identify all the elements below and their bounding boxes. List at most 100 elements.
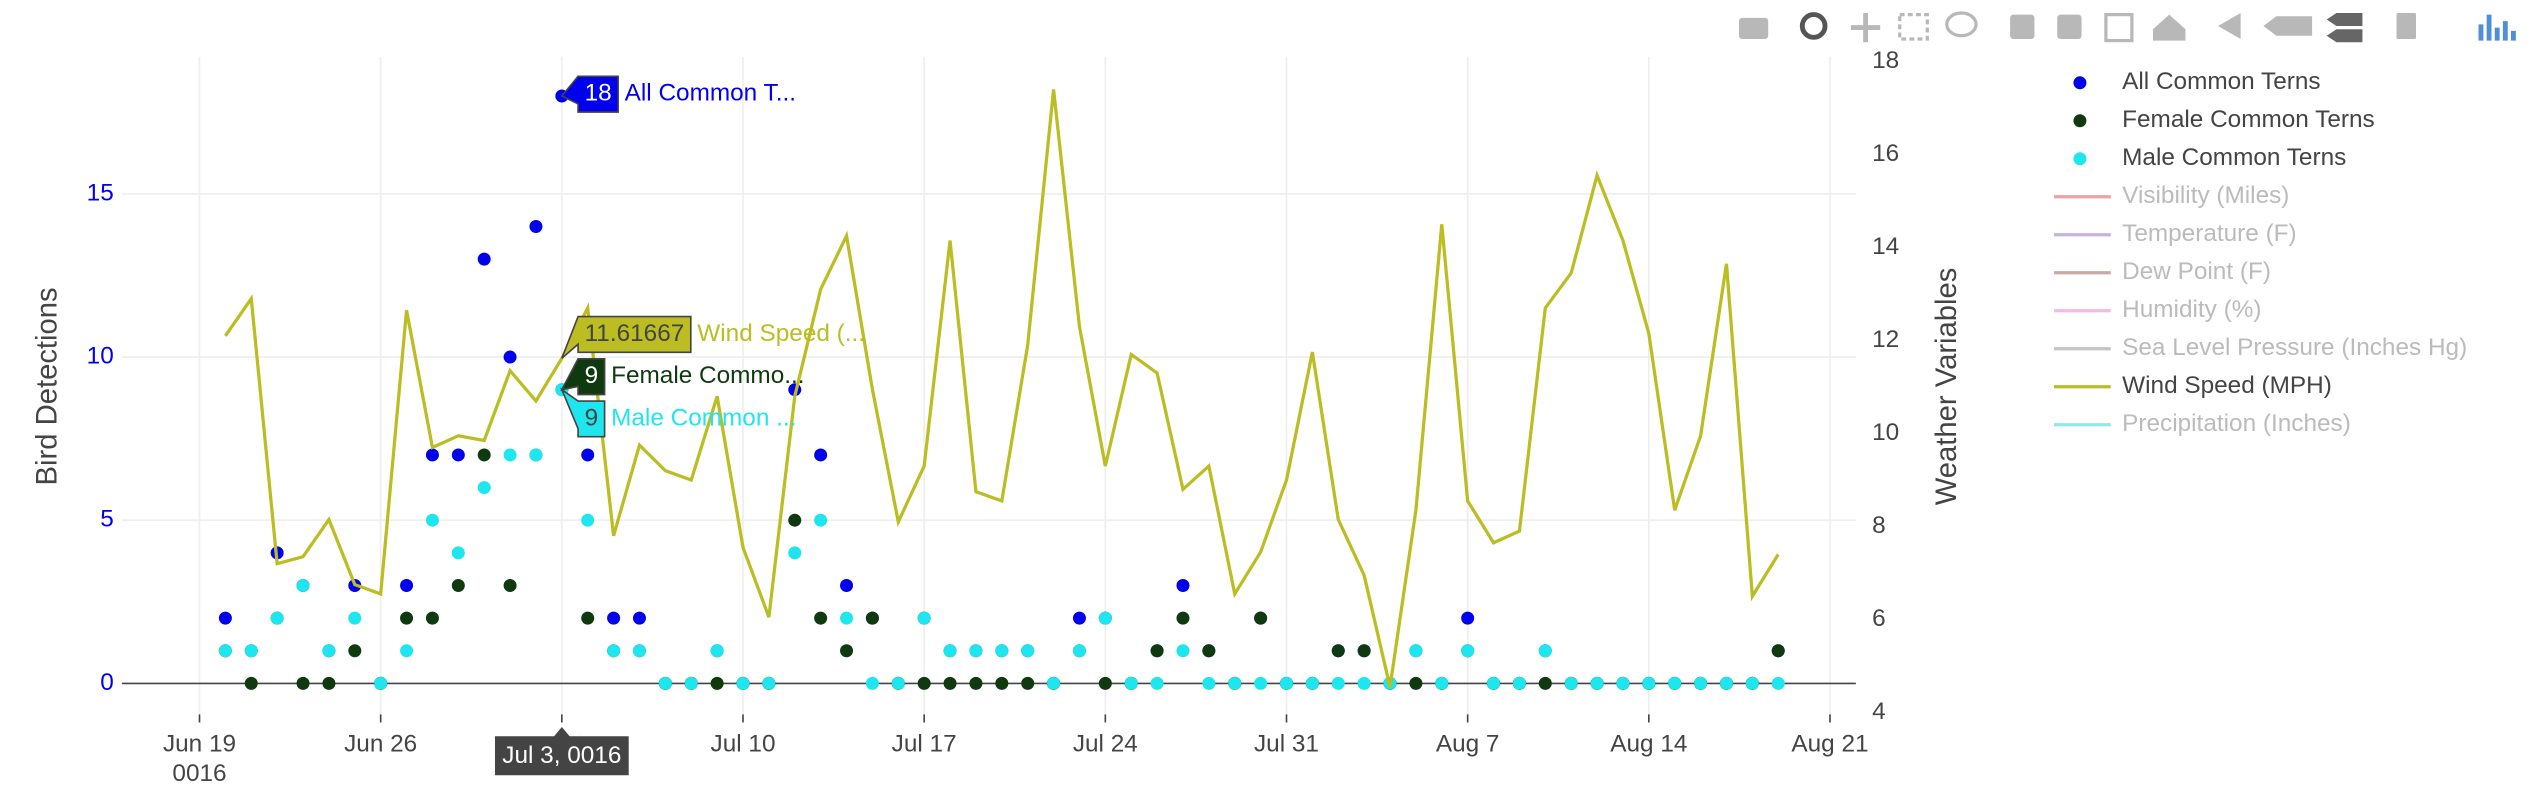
x-tick-label: Jul 17 bbox=[892, 731, 957, 758]
point bbox=[969, 644, 983, 658]
point bbox=[451, 578, 465, 592]
point bbox=[1150, 644, 1164, 658]
hover-x-text: Jul 3, 0016 bbox=[502, 742, 621, 769]
edit-button[interactable] bbox=[2396, 12, 2417, 39]
x-year-label: 0016 bbox=[172, 760, 226, 787]
legend-item[interactable]: Precipitation (Inches) bbox=[2053, 410, 2351, 437]
legend-item[interactable]: Visibility (Miles) bbox=[2053, 182, 2289, 209]
spike-button[interactable] bbox=[2217, 12, 2241, 39]
legend-item[interactable]: Temperature (F) bbox=[2053, 220, 2297, 247]
y2-tick-label: 14 bbox=[1872, 233, 1899, 260]
point bbox=[943, 644, 957, 658]
point bbox=[1694, 676, 1708, 690]
hover-value: 18 bbox=[585, 80, 612, 107]
point bbox=[1176, 611, 1190, 625]
hover-box bbox=[560, 387, 606, 438]
legend: All Common Terns Female Common Terns Male … bbox=[2053, 68, 2467, 437]
point bbox=[1280, 676, 1293, 690]
point bbox=[503, 578, 517, 592]
reset-button[interactable] bbox=[2152, 14, 2186, 41]
point bbox=[995, 644, 1009, 658]
x-tick-label: Jun 19 bbox=[163, 731, 236, 758]
lasso-button[interactable] bbox=[1945, 11, 1978, 38]
point bbox=[1461, 644, 1475, 658]
point bbox=[840, 578, 854, 592]
hover-value: 11.61667 bbox=[585, 320, 685, 347]
legend-item[interactable]: All Common Terns bbox=[2073, 68, 2321, 95]
point bbox=[632, 644, 646, 658]
point bbox=[477, 448, 491, 462]
point bbox=[1331, 644, 1345, 658]
legend-label: All Common Terns bbox=[2122, 68, 2320, 95]
legend-item[interactable]: Female Common Terns bbox=[2073, 106, 2375, 133]
point bbox=[425, 611, 439, 625]
hover-compare-button[interactable] bbox=[2326, 12, 2363, 43]
zoom-in-button[interactable] bbox=[2010, 14, 2035, 39]
point bbox=[736, 676, 750, 690]
point bbox=[270, 611, 284, 625]
hover-x-label: Jul 3, 0016 bbox=[493, 724, 631, 777]
hover-value: 9 bbox=[585, 404, 599, 431]
point bbox=[348, 611, 362, 625]
point bbox=[1331, 676, 1345, 690]
legend-item[interactable]: Male Common Terns bbox=[2073, 144, 2346, 171]
point bbox=[296, 676, 310, 690]
point bbox=[218, 611, 232, 625]
hover-box bbox=[560, 75, 619, 113]
y-tick-label: 5 bbox=[100, 506, 114, 533]
legend-item[interactable]: Sea Level Pressure (Inches Hg) bbox=[2053, 334, 2467, 361]
point bbox=[943, 676, 957, 690]
point bbox=[969, 676, 983, 690]
autoscale-button[interactable] bbox=[2104, 12, 2134, 43]
point bbox=[710, 676, 724, 690]
y2-tick-label: 18 bbox=[1872, 47, 1899, 74]
point bbox=[425, 448, 439, 462]
point bbox=[891, 676, 905, 690]
x-tick-label: Jun 26 bbox=[344, 731, 417, 758]
point bbox=[1124, 676, 1138, 690]
point bbox=[684, 676, 698, 690]
point bbox=[814, 611, 828, 625]
point bbox=[865, 676, 879, 690]
point bbox=[1357, 676, 1371, 690]
point bbox=[1098, 611, 1112, 625]
legend-item[interactable]: Humidity (%) bbox=[2053, 296, 2262, 323]
point bbox=[917, 611, 931, 625]
zoom-out-button[interactable] bbox=[2057, 14, 2082, 39]
hover-value: 9 bbox=[585, 362, 599, 389]
point bbox=[348, 644, 362, 658]
y-tick-label: 15 bbox=[87, 179, 114, 206]
y-tick-label: 10 bbox=[87, 342, 114, 369]
legend-item[interactable]: Dew Point (F) bbox=[2053, 258, 2271, 285]
point bbox=[1021, 644, 1035, 658]
camera-button[interactable] bbox=[1738, 17, 1769, 39]
hover-closest-button[interactable] bbox=[2263, 16, 2313, 36]
point bbox=[400, 578, 414, 592]
legend-label: Humidity (%) bbox=[2122, 296, 2261, 323]
hover-label: 18 All Common T... bbox=[560, 75, 796, 113]
hover-label: 9 Male Common ... bbox=[560, 387, 796, 438]
y2-tick-label: 6 bbox=[1872, 605, 1886, 632]
hover-name: All Common T... bbox=[625, 80, 796, 107]
x-tick-label: Aug 21 bbox=[1791, 731, 1868, 758]
legend-marker bbox=[2073, 76, 2087, 90]
legend-item[interactable]: Wind Speed (MPH) bbox=[2053, 372, 2332, 399]
hover-labels: 18 All Common T... 11.61667 Wind Speed (...… bbox=[493, 75, 865, 777]
hover-label: 9 Female Commo... bbox=[560, 358, 805, 396]
pan-button[interactable] bbox=[1851, 12, 1881, 43]
point bbox=[762, 676, 776, 690]
zoom-button[interactable] bbox=[1799, 12, 1828, 40]
box-select-button[interactable] bbox=[1898, 12, 1929, 41]
legend-marker bbox=[2073, 152, 2087, 166]
point bbox=[1538, 644, 1552, 658]
point bbox=[1461, 611, 1475, 625]
point bbox=[1305, 676, 1319, 690]
plot-area bbox=[218, 89, 1785, 690]
point bbox=[1072, 644, 1086, 658]
point bbox=[477, 481, 491, 495]
line bbox=[224, 89, 1780, 688]
plotly-logo[interactable] bbox=[2478, 14, 2516, 41]
legend-label: Male Common Terns bbox=[2122, 144, 2346, 171]
point bbox=[632, 611, 646, 625]
